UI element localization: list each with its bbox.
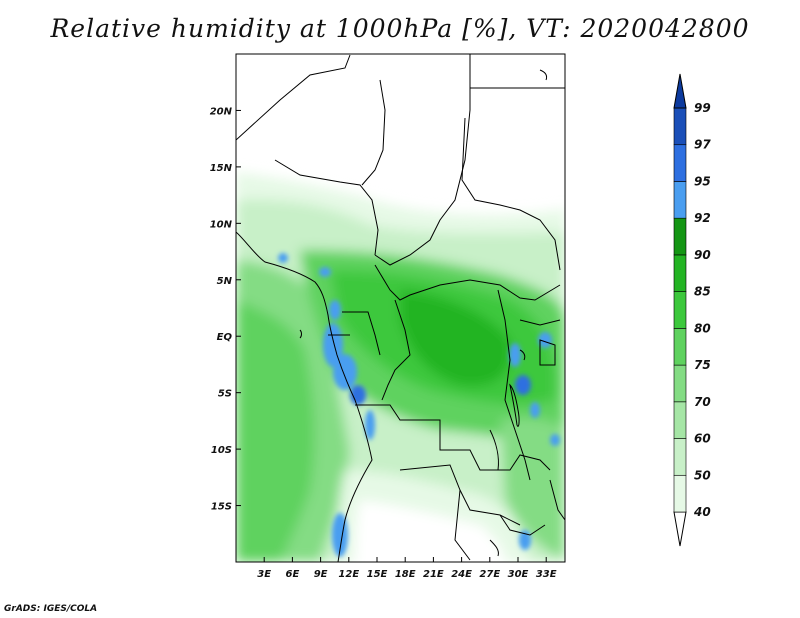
- y-tick-label: 5N: [217, 276, 233, 287]
- colorbar-segment: [673, 364, 687, 403]
- colorbar-segment: [673, 401, 687, 439]
- x-tick-label: 18E: [395, 569, 416, 580]
- colorbar-label: 40: [693, 505, 711, 519]
- colorbar: 40 50 60 70 75 80 85 90 92 95 97 99: [673, 73, 711, 547]
- colorbar-label: 97: [694, 138, 711, 152]
- y-tick-label: 10S: [211, 445, 232, 456]
- colorbar-segment: [673, 144, 687, 182]
- colorbar-label: 99: [694, 101, 711, 115]
- y-tick-label: 20N: [210, 106, 233, 117]
- y-tick-label: 15S: [211, 502, 232, 513]
- colorbar-label: 60: [694, 432, 711, 446]
- map-title: Relative humidity at 1000hPa [%], VT: 20…: [50, 14, 750, 43]
- colorbar-segment: [673, 328, 687, 366]
- x-tick-label: 21E: [423, 569, 444, 580]
- colorbar-segment: [673, 254, 687, 292]
- colorbar-segment: [673, 181, 687, 219]
- y-tick-label: EQ: [217, 332, 233, 343]
- colorbar-label: 85: [694, 285, 711, 299]
- x-tick-label: 9E: [314, 569, 328, 580]
- x-tick-label: 6E: [286, 569, 300, 580]
- colorbar-segment: [673, 474, 687, 513]
- y-tick-label: 5S: [218, 389, 232, 400]
- longitude-axis: 3E 6E 9E 12E 15E 18E 21E 24E 27E 30E 33E: [257, 557, 557, 580]
- colorbar-segment: [673, 291, 687, 329]
- footer-credit: GrADS: IGES/COLA: [4, 604, 98, 614]
- map-frame: [235, 53, 566, 563]
- x-tick-label: 27E: [479, 569, 500, 580]
- x-tick-label: 24E: [451, 569, 472, 580]
- colorbar-label: 80: [694, 321, 711, 335]
- colorbar-label: 92: [694, 211, 711, 225]
- x-tick-label: 33E: [536, 569, 557, 580]
- colorbar-segment: [673, 438, 687, 476]
- x-tick-label: 15E: [367, 569, 388, 580]
- colorbar-label: 50: [694, 468, 711, 482]
- x-tick-label: 30E: [508, 569, 529, 580]
- colorbar-segment: [673, 107, 687, 146]
- y-tick-label: 15N: [210, 163, 233, 174]
- colorbar-label: 90: [694, 248, 711, 262]
- colorbar-max-triangle: [673, 73, 687, 109]
- colorbar-segment: [673, 217, 687, 256]
- x-tick-label: 12E: [338, 569, 359, 580]
- colorbar-label: 95: [694, 174, 711, 188]
- x-tick-label: 3E: [257, 569, 271, 580]
- colorbar-label: 70: [694, 395, 711, 409]
- y-tick-label: 10N: [210, 219, 233, 230]
- colorbar-min-triangle: [673, 511, 687, 547]
- humidity-field: [236, 54, 565, 562]
- colorbar-label: 75: [694, 358, 711, 372]
- latitude-axis: 20N 15N 10N 5N EQ 5S 10S 15S: [210, 106, 241, 513]
